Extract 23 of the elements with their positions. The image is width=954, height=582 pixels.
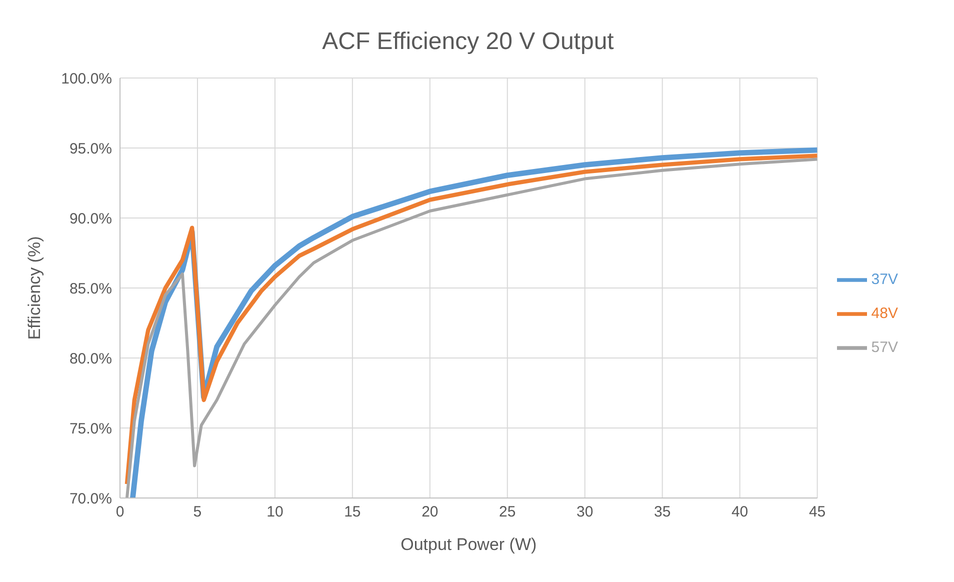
- legend-label: 37V: [871, 271, 898, 288]
- y-tick-label: 75.0%: [69, 420, 112, 438]
- x-axis-title: Output Power (W): [400, 535, 537, 554]
- legend-label: 48V: [871, 305, 898, 322]
- x-tick-label: 25: [499, 504, 516, 521]
- legend-label: 57V: [871, 339, 898, 356]
- x-tick-label: 10: [266, 504, 284, 521]
- chart-title: ACF Efficiency 20 V Output: [321, 28, 615, 57]
- y-axis-title: Efficiency (%): [25, 236, 44, 340]
- y-tick-label: 70.0%: [69, 490, 112, 508]
- x-tick-label: 15: [344, 504, 361, 521]
- x-tick-label: 0: [116, 504, 124, 521]
- y-tick-label: 100.0%: [61, 70, 112, 88]
- x-tick-label: 45: [808, 504, 826, 521]
- x-tick-label: 20: [422, 504, 438, 521]
- x-tick-label: 5: [193, 504, 202, 521]
- y-tick-label: 80.0%: [69, 350, 112, 368]
- y-tick-label: 90.0%: [69, 210, 112, 228]
- x-tick-label: 40: [731, 504, 748, 521]
- y-tick-label: 95.0%: [69, 140, 112, 158]
- x-tick-label: 30: [576, 504, 594, 521]
- y-tick-label: 85.0%: [69, 280, 112, 298]
- x-tick-label: 35: [654, 504, 671, 521]
